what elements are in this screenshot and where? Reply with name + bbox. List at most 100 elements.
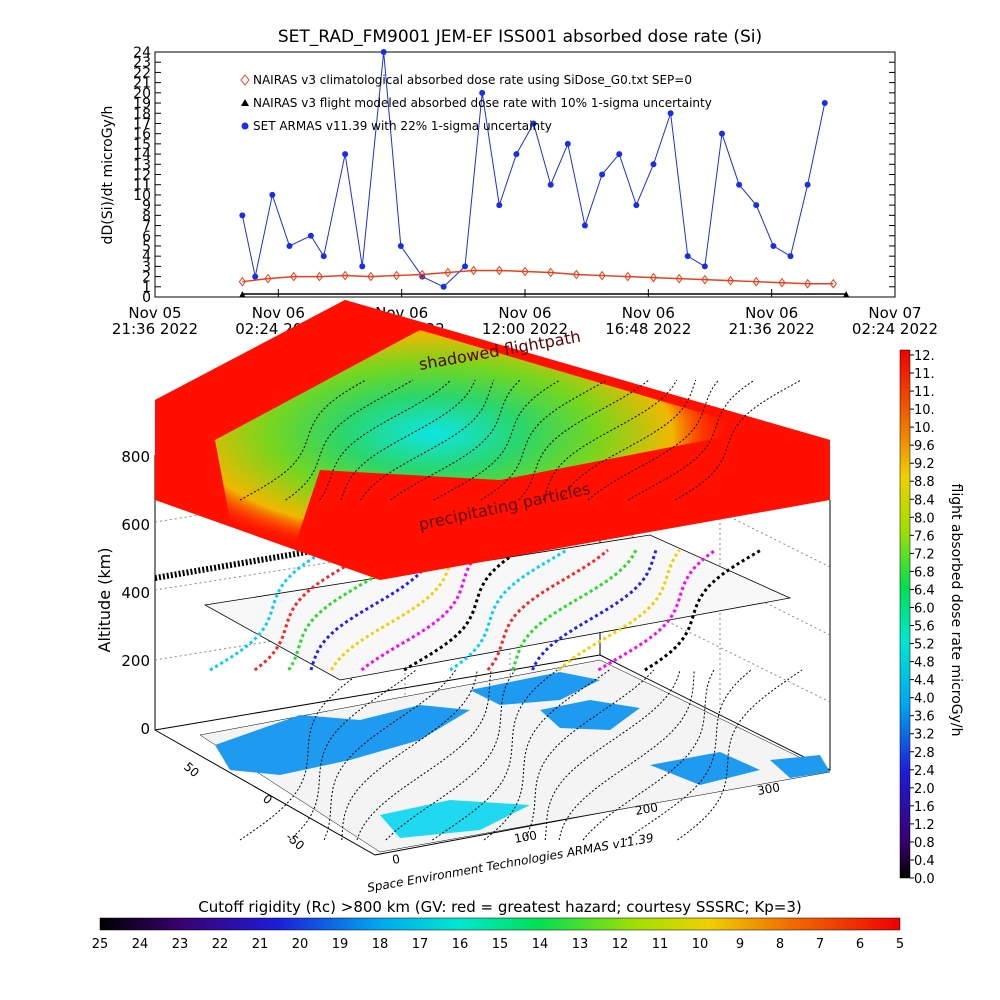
rigidity-colorbar-tick-label: 25 (92, 937, 109, 952)
nairas-clim-point (238, 276, 246, 287)
top-y-tick-label: 14 (133, 147, 151, 163)
rigidity-colorbar-tick-label: 15 (492, 937, 509, 952)
longitude-ticks: 0 100 200 300 (391, 780, 781, 867)
latitude-tick-label: 50 (181, 760, 202, 781)
ground-track (432, 669, 558, 841)
armas-point (770, 242, 777, 249)
top-y-tick-label: 12 (133, 168, 151, 184)
armas-point (821, 100, 828, 107)
top-y-tick-label: 10 (133, 188, 151, 204)
dose-colorbar-tick-label: 11. (914, 385, 935, 400)
rigidity-colorbar-tick-label: 11 (652, 937, 669, 952)
top-x-tick-time: 21:36 2022 (729, 320, 815, 338)
dose-colorbar-tick-label: 4.0 (914, 692, 935, 707)
dose-colorbar-tick-label: 1.6 (914, 800, 935, 815)
armas-point (736, 181, 743, 188)
nairas-clim-point (624, 271, 632, 282)
ground-track (289, 669, 417, 841)
dose-colorbar-tick-label: 7.2 (914, 547, 935, 562)
altitude-ticks: 0 200 400 600 800 (121, 448, 150, 738)
altitude-tick-label: 400 (121, 584, 150, 602)
top-y-tick-label: 20 (133, 86, 151, 102)
nairas-clim-point (367, 271, 375, 282)
top-x-tick-time: 16:48 2022 (605, 320, 691, 338)
top-y-axis-label: dD(Si)/dt microGy/h (100, 106, 116, 245)
chart-title: SET_RAD_FM9001 JEM-EF ISS001 absorbed do… (278, 27, 762, 47)
ground-tracks (239, 669, 803, 841)
rigidity-colorbar-tick-label: 16 (452, 937, 469, 952)
nairas-clim-point (829, 278, 837, 289)
armas-point (650, 161, 657, 168)
top-y-tick-label: 21 (133, 76, 151, 92)
armas-point (701, 263, 708, 270)
flight-ribbon-edge (154, 545, 331, 581)
nairas-clim-point (290, 271, 298, 282)
armas-point (342, 151, 349, 158)
armas-point (547, 181, 554, 188)
top-x-tick-date: Nov 06 (745, 304, 798, 322)
flight-track (644, 548, 762, 672)
rigidity-colorbar-tick-label: 12 (612, 937, 629, 952)
top-y-tick-label: 2 (142, 270, 151, 286)
dose-colorbar-tick-label: 9.6 (914, 439, 935, 454)
legend-marker (241, 99, 249, 106)
rigidity-colorbar-tick-label: 24 (132, 937, 149, 952)
armas-point (307, 232, 314, 239)
slab-track (561, 379, 697, 501)
rigidity-colorbar-label: Cutoff rigidity (Rc) >800 km (GV: red = … (198, 898, 801, 916)
altitude-tick-label: 200 (121, 652, 150, 670)
rigidity-colorbar (99, 917, 901, 931)
latitude-tick-label: -50 (283, 830, 307, 853)
dose-colorbar-tick-label: 10. (914, 403, 935, 418)
legend-marker (241, 122, 249, 130)
flight-track (486, 548, 609, 671)
nairas-clim-point (778, 277, 786, 288)
armas-point (667, 110, 674, 117)
nairas-clim-point (726, 275, 735, 286)
top-y-tick-label: 9 (142, 198, 151, 214)
dose-colorbar-tick-label: 6.0 (914, 601, 935, 616)
armas-point (397, 242, 404, 249)
top-y-tick-label: 6 (142, 229, 151, 245)
nairas-clim-point (521, 266, 529, 277)
nairas-clim-point (341, 270, 349, 281)
armas-point (564, 140, 571, 147)
armas-point (239, 212, 246, 219)
ground-track (323, 669, 457, 841)
rigidity-colorbar-tick-label: 7 (816, 937, 824, 952)
rigidity-colorbar-tick-label: 17 (412, 937, 429, 952)
armas-point (440, 283, 447, 290)
armas-point (787, 253, 794, 260)
flight-track (597, 548, 717, 672)
dose-colorbar-tick-label: 9.2 (914, 457, 935, 472)
dose-colorbar-ticks: 12. 11. 11. 10. 10. 9.6 9.2 8.8 8.4 8.0 7.6 7.2 6.8 6… (910, 349, 935, 887)
dose-colorbar-tick-label: 8.0 (914, 511, 935, 526)
ground-track (239, 669, 365, 841)
top-y-tick-label: 3 (142, 259, 151, 275)
top-x-tick-date: Nov 06 (622, 304, 675, 322)
top-x-tick-time: 21:36 2022 (112, 320, 198, 338)
surface-box-frame (154, 455, 831, 856)
armas-point (633, 202, 640, 209)
surface-back-edge (154, 654, 601, 731)
legend-marker (240, 74, 250, 86)
armas-point (479, 89, 486, 96)
nairas-clim-point (418, 269, 426, 280)
rigidity-colorbar-tick-label: 22 (212, 937, 229, 952)
top-y-tick-label: 19 (133, 96, 151, 112)
top-y-tick-label: 15 (133, 137, 151, 153)
rigidity-colorbar-tick-label: 23 (172, 937, 189, 952)
ground-track (544, 669, 681, 841)
top-y-tick-label: 7 (142, 219, 151, 235)
top-y-tick-label: 17 (133, 116, 151, 132)
armas-point (804, 181, 811, 188)
top-y-tick-label: 13 (133, 157, 151, 173)
ground-track (341, 669, 478, 841)
top-y-tick-label: 22 (133, 65, 151, 81)
rigidity-colorbar-tick-label: 20 (292, 937, 309, 952)
flight-track (330, 549, 456, 671)
top-y-tick-label: 18 (133, 106, 151, 122)
